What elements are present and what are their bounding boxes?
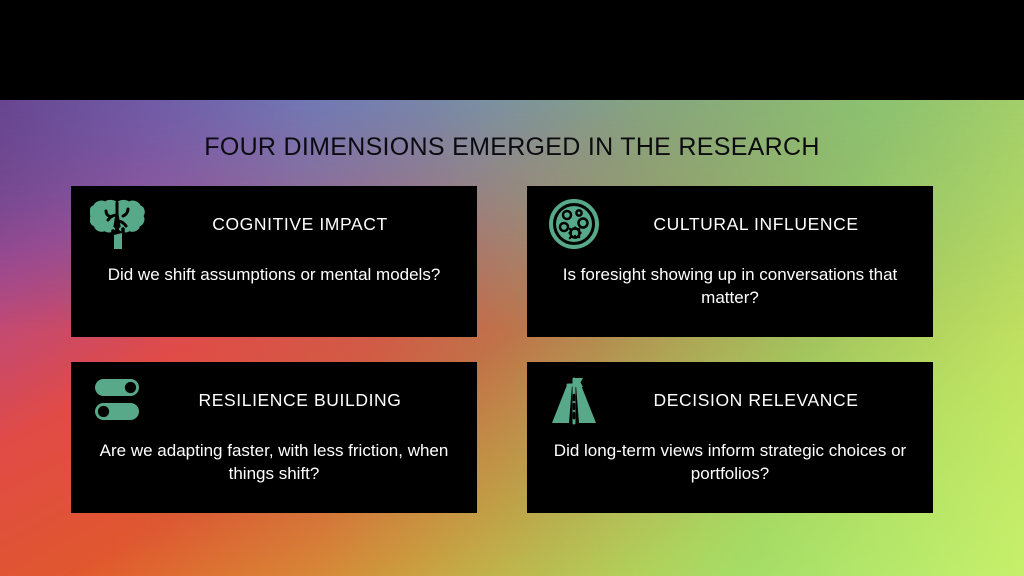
card-header: CULTURAL INFLUENCE xyxy=(527,186,933,262)
brain-icon xyxy=(87,194,149,254)
card-header: DECISION RELEVANCE xyxy=(527,362,933,438)
road-signpost-icon xyxy=(543,370,605,430)
card-body: Did we shift assumptions or mental model… xyxy=(107,265,441,284)
slide-subtitle: FOUR DIMENSIONS EMERGED IN THE RESEARCH xyxy=(204,133,820,161)
card-body: Is foresight showing up in conversations… xyxy=(562,265,898,307)
card-cognitive-impact[interactable]: COGNITIVE IMPACT Did we shift assumption… xyxy=(71,186,477,337)
card-title: CULTURAL INFLUENCE xyxy=(653,213,859,234)
dimension-card-grid: COGNITIVE IMPACT Did we shift assumption… xyxy=(71,186,933,513)
card-body: Did long-term views inform strategic cho… xyxy=(553,441,907,483)
header-bar xyxy=(0,0,1024,100)
toggle-switches-icon xyxy=(87,370,149,430)
card-header: RESILIENCE BUILDING xyxy=(71,362,477,438)
card-cultural-influence[interactable]: CULTURAL INFLUENCE Is foresight showing … xyxy=(527,186,933,337)
card-title: RESILIENCE BUILDING xyxy=(198,389,402,410)
card-body: Are we adapting faster, with less fricti… xyxy=(99,441,449,483)
card-resilience-building[interactable]: RESILIENCE BUILDING Are we adapting fast… xyxy=(71,362,477,513)
card-title: DECISION RELEVANCE xyxy=(653,389,859,410)
card-header: COGNITIVE IMPACT xyxy=(71,186,477,262)
card-decision-relevance[interactable]: DECISION RELEVANCE Did long-term views i… xyxy=(527,362,933,513)
card-title: COGNITIVE IMPACT xyxy=(212,213,388,234)
petri-dish-icon xyxy=(543,194,605,254)
